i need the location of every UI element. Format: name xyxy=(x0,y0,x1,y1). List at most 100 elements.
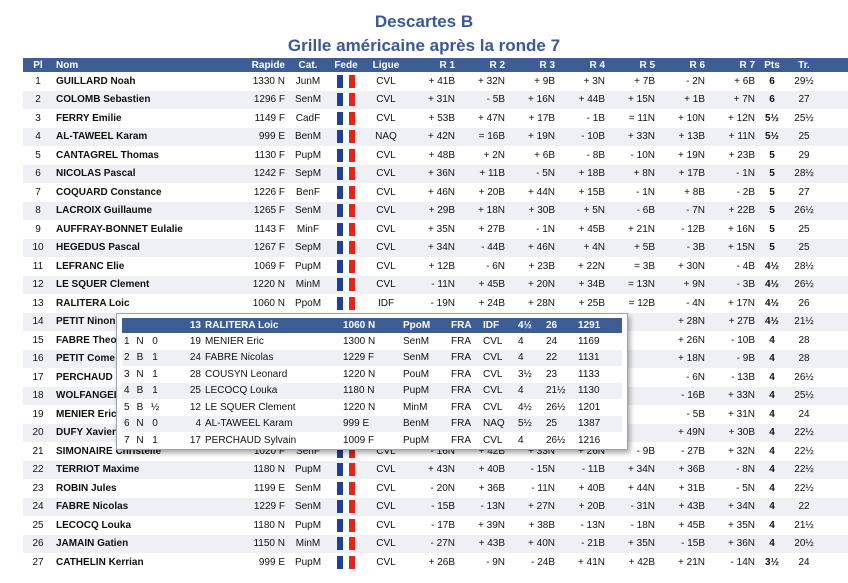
cell-name: FABRE Theo xyxy=(56,334,117,346)
table-row[interactable]: 11 LEFRANC Elie 1069 F PupM CVL + 12B - 6N + 23… xyxy=(23,257,848,276)
cell-rating: 1330 N xyxy=(252,75,285,87)
column-header-round-7[interactable]: R 7 xyxy=(708,58,758,72)
cell-category: SenM xyxy=(288,201,328,220)
column-header-federation[interactable]: Fede xyxy=(328,58,364,72)
table-row[interactable]: 8 LACROIX Guillaume 1265 F SenM CVL + 29B + 18… xyxy=(23,201,848,220)
column-header-place[interactable]: Pl xyxy=(23,58,53,72)
table-row[interactable]: 6 NICOLAS Pascal 1242 F SepM CVL + 36N + 11B - … xyxy=(23,164,848,183)
cell-round-2: + 11B xyxy=(458,164,508,183)
cell-round-6: + 8B xyxy=(684,186,705,198)
table-row[interactable]: 13 RALITERA Loic 1060 N PpoM IDF - 19N + 24B + … xyxy=(23,294,848,313)
column-header-round-6[interactable]: R 6 xyxy=(658,58,708,72)
column-header-points[interactable]: Pts xyxy=(758,58,786,72)
column-header-round-4[interactable]: R 4 xyxy=(558,58,608,72)
cell-round-2: - 6N xyxy=(486,260,505,272)
cell-round-7: - 14N xyxy=(730,556,755,568)
table-row[interactable]: 27 CATHELIN Kerrian 999 E PupM CVL + 26B - 9N -… xyxy=(23,553,848,572)
cell-round-3: + 23B xyxy=(528,260,555,272)
column-header-name[interactable]: Nom xyxy=(53,58,208,72)
popup-cell-result: ½ xyxy=(150,401,160,413)
france-flag-icon xyxy=(337,500,355,514)
table-row[interactable]: 2 COLOMB Sebastien 1296 F SenM CVL + 31N - 5B +… xyxy=(23,90,848,109)
cell-round-3: + 28N xyxy=(528,297,555,309)
table-row[interactable]: 3 FERRY Emilie 1149 F CadF CVL + 53B + 47N + 17… xyxy=(23,109,848,128)
column-header-round-1[interactable]: R 1 xyxy=(408,58,458,72)
table-row[interactable]: 7 COQUARD Constance 1226 F BenF CVL + 46N + 20… xyxy=(23,183,848,202)
cell-rating: 1199 E xyxy=(254,482,285,494)
cell-round-7: - 3B xyxy=(708,275,758,294)
table-row[interactable]: 9 AUFFRAY-BONNET Eulalie 1143 F MinF CVL + 35… xyxy=(23,220,848,239)
cell-tiebreak: 25½ xyxy=(786,386,822,405)
table-row[interactable]: 24 FABRE Nicolas 1229 F SenM CVL - 15B - 13N + … xyxy=(23,497,848,516)
cell-league: CVL xyxy=(376,186,396,198)
cell-round-7: - 1N xyxy=(708,164,758,183)
popup-row[interactable]: 5 B ½ 12 LE SQUER Clement 1220 N MinM FRA CVL 4½ 2… xyxy=(122,399,622,416)
cell-round-6: - 6N xyxy=(686,371,705,383)
popup-row[interactable]: 7 N 1 17 PERCHAUD Sylvain 1009 F PupM FRA CVL 4 26… xyxy=(122,432,622,449)
column-header-round-2[interactable]: R 2 xyxy=(458,58,508,72)
table-row[interactable]: 23 ROBIN Jules 1199 E SenM CVL - 20N + 36B - 11… xyxy=(23,479,848,498)
cell-round-3: + 30B xyxy=(508,201,558,220)
cell-tiebreak: 25½ xyxy=(794,112,814,124)
column-header-round-5[interactable]: R 5 xyxy=(608,58,658,72)
column-header-tiebreak[interactable]: Tr. xyxy=(786,58,822,72)
cell-name: LECOCQ Louka xyxy=(56,519,132,531)
column-header-league[interactable]: Ligue xyxy=(364,58,408,72)
cell-place: 12 xyxy=(23,275,53,294)
cell-performance: 1201 xyxy=(822,275,848,294)
table-row[interactable]: 12 LE SQUER Clement 1220 N MinM CVL - 11N + 45… xyxy=(23,275,848,294)
cell-round-5: + 42B xyxy=(628,556,655,568)
cell-points: 5½ xyxy=(765,112,779,124)
cell-performance: 1318 xyxy=(822,109,848,128)
popup-row[interactable]: 2 B 1 24 FABRE Nicolas 1229 F SenM FRA CVL 4 22 113… xyxy=(122,349,622,366)
column-header-performance[interactable]: Perf xyxy=(822,58,848,72)
france-flag-icon xyxy=(337,481,355,495)
popup-header-opponent-category: PpoM xyxy=(401,318,449,333)
popup-header-opponent-league: IDF xyxy=(481,318,516,333)
table-row[interactable]: 22 TERRIOT Maxime 1180 N PupM CVL + 43N + 40B -… xyxy=(23,460,848,479)
cell-round-4: + 20B xyxy=(558,497,608,516)
cell-round-7: + 11N xyxy=(708,127,758,146)
table-row[interactable]: 21 SIMONAIRE Christelle 1020 F SenF CVL - 16N… xyxy=(23,442,848,461)
cell-round-6: - 3B xyxy=(658,238,708,257)
table-row[interactable]: 25 LECOCQ Louka 1180 N PupM CVL - 17B + 39N + 3… xyxy=(23,516,848,535)
cell-rating: 1296 F xyxy=(208,90,288,109)
popup-cell-opponent-place: 17 xyxy=(189,434,201,446)
table-row[interactable]: 10 HEGEDUS Pascal 1267 F SepM CVL + 34N - 44B +… xyxy=(23,238,848,257)
cell-performance: 1216 xyxy=(822,368,848,387)
cell-category: PupM xyxy=(294,149,322,161)
popup-cell-opponent-league: CVL xyxy=(483,434,503,446)
popup-cell-opponent-points: 4 xyxy=(518,434,524,446)
table-row[interactable]: 26 JAMAIN Gatien 1150 N MinM CVL - 27N + 43B + … xyxy=(23,534,848,553)
popup-row[interactable]: 4 B 1 25 LECOCQ Louka 1180 N PupM FRA CVL 4 21½ 113… xyxy=(122,382,622,399)
cell-name: LACROIX Guillaume xyxy=(53,201,208,220)
cell-round-6: + 36B xyxy=(658,460,708,479)
column-header-round-3[interactable]: R 3 xyxy=(508,58,558,72)
column-header-rating[interactable]: Rapide xyxy=(208,58,288,72)
popup-cell-color: N xyxy=(133,415,147,432)
column-header-category[interactable]: Cat. xyxy=(288,58,328,72)
cell-round-1: - 17B xyxy=(431,519,455,531)
cell-place: 20 xyxy=(23,423,53,442)
france-flag-icon xyxy=(337,537,355,551)
popup-row[interactable]: 6 N 0 4 AL-TAWEEL Karam 999 E BenM FRA NAQ 5½ 25 13… xyxy=(122,415,622,432)
table-row[interactable]: 5 CANTAGREL Thomas 1130 F PupM CVL + 48B + 2N +… xyxy=(23,146,848,165)
cell-place: 13 xyxy=(32,297,44,309)
cell-round-5: - 1N xyxy=(636,186,655,198)
cell-name: COQUARD Constance xyxy=(56,186,162,198)
table-row[interactable]: 4 AL-TAWEEL Karam 999 E BenM NAQ + 42N = 16B + … xyxy=(23,127,848,146)
popup-cell-opponent-category: SenM xyxy=(401,349,449,366)
cell-tiebreak: 22 xyxy=(786,497,822,516)
cell-round-3: + 17B xyxy=(528,112,555,124)
cell-round-3: - 11N xyxy=(531,482,555,494)
cell-tiebreak: 28½ xyxy=(794,260,814,272)
popup-row[interactable]: 1 N 0 19 MENIER Eric 1300 N SenM FRA CVL 4 24 1169 xyxy=(122,333,622,350)
cell-league: CVL xyxy=(376,482,396,494)
popup-cell-opponent-name: AL-TAWEEL Karam xyxy=(203,415,341,432)
cell-name: PERCHAUD xyxy=(56,371,113,383)
popup-row[interactable]: 3 N 1 28 COUSYN Leonard 1220 N PouM FRA CVL 3½ 23 1… xyxy=(122,366,622,383)
cell-round-3: + 46N xyxy=(508,238,558,257)
cell-round-5: + 34N xyxy=(608,460,658,479)
table-row[interactable]: 1 GUILLARD Noah 1330 N JunM CVL + 41B + 32N + 9… xyxy=(23,72,848,91)
cell-performance: 1480 xyxy=(822,90,848,109)
